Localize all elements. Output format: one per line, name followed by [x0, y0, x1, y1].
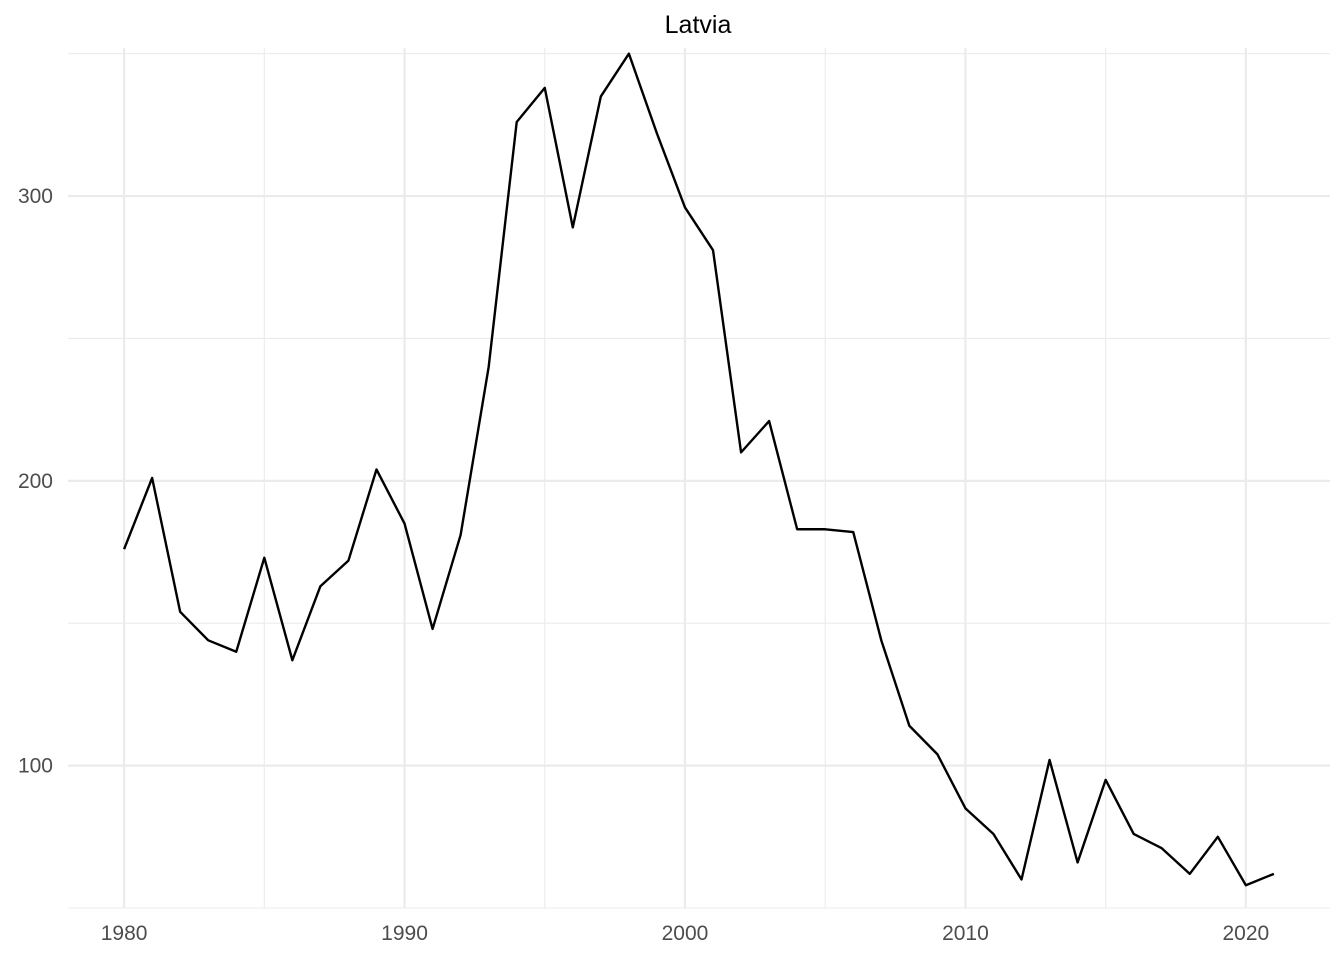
y-tick-label: 200 [18, 470, 53, 493]
x-tick-label: 1980 [101, 922, 148, 945]
series-line [122, 52, 1275, 887]
x-tick-label: 2000 [662, 922, 709, 945]
y-axis-tick-labels: 100 200 300 [18, 185, 53, 778]
x-axis-tick-labels: 1980 1990 2000 2010 2020 [101, 922, 1269, 945]
grid-lines [68, 48, 1330, 909]
x-tick-label: 2010 [942, 922, 989, 945]
chart-title: Latvia [665, 11, 732, 39]
y-tick-label: 100 [18, 755, 53, 778]
x-tick-label: 2020 [1223, 922, 1270, 945]
x-tick-label: 1990 [381, 922, 428, 945]
y-tick-label: 300 [18, 185, 53, 208]
